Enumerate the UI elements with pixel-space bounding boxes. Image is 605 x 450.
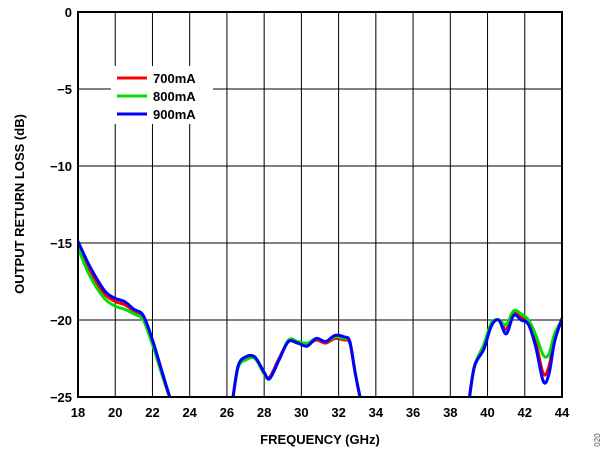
- y-tick-label: −20: [50, 313, 72, 328]
- y-axis-label: OUTPUT RETURN LOSS (dB): [12, 114, 27, 294]
- x-tick-label: 34: [369, 405, 384, 420]
- x-tick-labels: 18 20 22 24 26 28 30 32 34 36 38 40 42 44: [71, 405, 570, 420]
- x-tick-label: 42: [518, 405, 532, 420]
- x-tick-label: 28: [257, 405, 271, 420]
- legend-label-700ma: 700mA: [153, 71, 196, 86]
- y-tick-label: −5: [57, 82, 72, 97]
- y-tick-label: 0: [65, 5, 72, 20]
- legend-label-900ma: 900mA: [153, 107, 196, 122]
- x-tick-label: 32: [331, 405, 345, 420]
- series-layer: [78, 240, 562, 397]
- x-tick-label: 18: [71, 405, 85, 420]
- x-tick-label: 20: [108, 405, 122, 420]
- series-line-900ma: [231, 333, 362, 397]
- series-line-900ma: [78, 240, 172, 397]
- y-tick-label: −10: [50, 159, 72, 174]
- x-tick-label: 38: [443, 405, 457, 420]
- series-line-700ma: [231, 336, 362, 397]
- x-tick-label: 44: [555, 405, 570, 420]
- series-line-900ma: [468, 313, 562, 397]
- y-tick-label: −25: [50, 390, 72, 405]
- x-axis-label: FREQUENCY (GHz): [260, 432, 380, 447]
- chart-grid: [78, 12, 562, 397]
- legend-label-800ma: 800mA: [153, 89, 196, 104]
- series-line-800ma: [468, 308, 562, 397]
- x-tick-label: 26: [220, 405, 234, 420]
- y-tick-labels: 0 −5 −10 −15 −20 −25: [50, 5, 72, 405]
- x-tick-label: 36: [406, 405, 420, 420]
- x-tick-label: 40: [480, 405, 494, 420]
- plot-frame: [77, 11, 563, 398]
- legend: 700mA 800mA 900mA: [111, 66, 213, 124]
- series-line-800ma: [231, 335, 362, 397]
- x-tick-label: 30: [294, 405, 308, 420]
- figure-code: 020: [593, 433, 602, 447]
- y-tick-label: −15: [50, 236, 72, 251]
- x-tick-label: 24: [182, 405, 197, 420]
- x-tick-label: 22: [145, 405, 159, 420]
